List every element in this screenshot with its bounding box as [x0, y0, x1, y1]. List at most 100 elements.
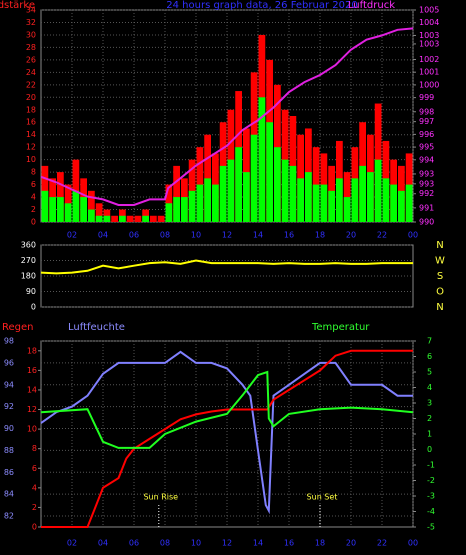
y-tick-label: 16: [26, 118, 36, 127]
y-tick-label: 1005: [419, 6, 439, 15]
bar: [212, 184, 219, 222]
y-tick-label: 84: [4, 490, 14, 499]
x-tick-label: 02: [67, 539, 77, 548]
x-tick-label: 02: [67, 231, 77, 240]
bar: [150, 215, 157, 222]
y-tick-label: 7: [427, 337, 432, 346]
y-tick-label: 14: [26, 130, 36, 139]
y-tick-label: 999: [419, 93, 434, 102]
y-tick-label: 1004: [419, 18, 439, 27]
bar: [188, 190, 196, 222]
y-tick-label: 0: [31, 303, 36, 312]
bar: [41, 190, 49, 222]
x-tick-label: 14: [253, 231, 263, 240]
bar: [235, 147, 242, 222]
y-tick-label: 360: [21, 241, 36, 250]
axis-label: Luftdruck: [348, 0, 395, 11]
y-tick-label: 10: [27, 425, 37, 434]
x-tick-label: 10: [191, 231, 201, 240]
compass-label: S: [437, 271, 443, 282]
bar: [320, 184, 328, 222]
bar: [382, 178, 390, 222]
bar: [351, 178, 359, 222]
y-tick-label: 86: [4, 468, 14, 477]
y-tick-label: 995: [419, 143, 434, 152]
axis-label: Regen: [2, 322, 34, 333]
y-tick-label: 5: [427, 368, 432, 377]
x-tick-label: 08: [160, 539, 170, 548]
bar: [126, 215, 134, 222]
y-tick-label: 1003: [419, 39, 439, 48]
y-tick-label: 22: [26, 80, 36, 89]
line: [40, 370, 414, 449]
bar: [173, 165, 180, 222]
y-tick-label: 3: [427, 399, 432, 408]
bar: [103, 215, 111, 222]
bar: [312, 147, 320, 222]
y-tick-label: 990: [419, 218, 434, 227]
bar: [111, 215, 118, 222]
y-tick-label: 90: [26, 287, 36, 296]
y-tick-label: 98: [4, 337, 14, 346]
y-tick-label: 16: [27, 366, 37, 375]
y-tick-label: 6: [31, 180, 36, 189]
bar: [204, 178, 211, 222]
x-tick-label: 00: [408, 231, 418, 240]
compass-label: O: [436, 287, 444, 298]
bar: [274, 147, 281, 222]
y-tick-label: 2: [31, 205, 36, 214]
y-tick-label: 1: [427, 430, 432, 439]
bar: [72, 190, 80, 222]
bar: [57, 197, 64, 222]
y-tick-label: 12: [26, 143, 36, 152]
x-tick-label: 04: [98, 231, 108, 240]
y-tick-label: 0: [31, 218, 36, 227]
y-tick-label: -3: [427, 492, 435, 501]
x-tick-label: 16: [284, 231, 294, 240]
x-tick-label: 06: [129, 539, 139, 548]
y-tick-label: 82: [4, 512, 14, 521]
x-tick-label: 18: [315, 539, 325, 548]
bar: [336, 178, 343, 222]
bar: [243, 172, 250, 222]
bar: [398, 190, 405, 222]
bar: [266, 122, 273, 222]
y-tick-label: 32: [26, 18, 36, 27]
bar: [88, 190, 95, 222]
bar: [374, 159, 382, 222]
bar: [289, 165, 297, 222]
y-tick-label: 1003: [419, 31, 439, 40]
bar: [95, 215, 103, 222]
bar: [165, 203, 173, 222]
axis-label: Luftfeuchte: [68, 322, 125, 333]
y-tick-label: 180: [21, 272, 36, 281]
bar: [367, 172, 374, 222]
bar: [227, 159, 235, 222]
y-tick-label: 0: [32, 523, 37, 532]
y-tick-label: 90: [4, 424, 14, 433]
compass-label: N: [436, 240, 443, 251]
bar: [343, 197, 351, 222]
y-tick-label: 20: [26, 93, 36, 102]
bar: [297, 178, 304, 222]
y-tick-label: 92: [4, 402, 14, 411]
bar: [312, 184, 320, 222]
line: [40, 259, 413, 275]
y-tick-label: -1: [427, 461, 435, 470]
y-tick-label: 6: [427, 352, 432, 361]
y-tick-label: 4: [32, 483, 37, 492]
bar: [157, 215, 165, 222]
line: [41, 349, 413, 528]
x-tick-label: 18: [315, 231, 325, 240]
bar: [405, 184, 413, 222]
y-tick-label: 28: [26, 43, 36, 52]
bar: [173, 197, 180, 222]
bar: [305, 172, 312, 222]
y-tick-label: 2: [32, 503, 37, 512]
y-tick-label: -4: [427, 507, 435, 516]
y-tick-label: 96: [4, 358, 14, 367]
bar: [88, 209, 95, 222]
y-tick-label: 12: [27, 405, 37, 414]
y-tick-label: 997: [419, 117, 434, 126]
